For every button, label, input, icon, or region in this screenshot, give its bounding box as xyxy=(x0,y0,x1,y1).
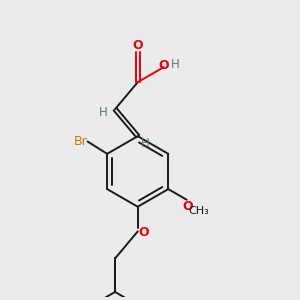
Text: CH₃: CH₃ xyxy=(188,206,208,216)
Text: Br: Br xyxy=(74,135,87,148)
Text: H: H xyxy=(141,137,150,150)
Text: O: O xyxy=(183,200,194,213)
Text: H: H xyxy=(171,58,180,71)
Text: O: O xyxy=(138,226,148,239)
Text: O: O xyxy=(158,59,169,72)
Text: H: H xyxy=(98,106,107,119)
Text: O: O xyxy=(132,39,143,52)
